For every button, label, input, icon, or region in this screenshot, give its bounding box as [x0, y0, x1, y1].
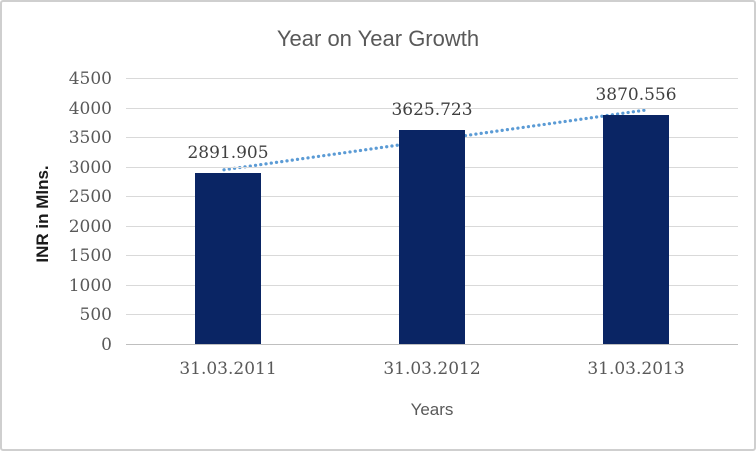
- chart-title: Year on Year Growth: [276, 26, 480, 51]
- y-tick-label-2000: 2000: [68, 216, 112, 237]
- x-category-label: 31.03.2012: [383, 359, 481, 379]
- gridline: [126, 107, 738, 109]
- y-tick-label-3500: 3500: [68, 128, 112, 149]
- data-label: 3625.723: [391, 99, 473, 120]
- x-category-label: 31.03.2013: [587, 359, 685, 379]
- data-label: 2891.905: [187, 143, 269, 164]
- y-tick-label-2500: 2500: [68, 187, 112, 208]
- data-label: 3870.556: [595, 85, 677, 106]
- x-axis-title: Years: [410, 400, 454, 419]
- x-category-label: 31.03.2011: [179, 359, 277, 379]
- y-tick-label-3000: 3000: [68, 157, 112, 178]
- y-tick-label-1500: 1500: [68, 246, 112, 267]
- plot-area: [126, 78, 738, 345]
- y-tick-label-500: 500: [79, 305, 112, 326]
- y-tick-label-0: 0: [101, 335, 112, 355]
- bar-31.03.2012: [399, 129, 465, 344]
- bar-31.03.2011: [195, 173, 261, 344]
- y-tick-label-4000: 4000: [68, 98, 112, 119]
- bar-31.03.2013: [603, 115, 669, 344]
- y-tick-label-4500: 4500: [68, 69, 112, 89]
- y-tick-label-1000: 1000: [68, 275, 112, 296]
- x-axis-line: [126, 344, 738, 345]
- gridline: [126, 78, 738, 79]
